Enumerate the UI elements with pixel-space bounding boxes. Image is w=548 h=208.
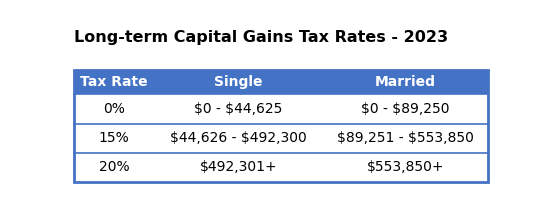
Text: \$89,251 - \$553,850: \$89,251 - \$553,850: [337, 131, 473, 145]
Text: Long-term Capital Gains Tax Rates - 2023: Long-term Capital Gains Tax Rates - 2023: [73, 30, 448, 45]
Text: \$0 - \$89,250: \$0 - \$89,250: [361, 102, 449, 116]
Text: Tax Rate: Tax Rate: [80, 75, 148, 89]
Text: 0%: 0%: [103, 102, 125, 116]
Text: \$492,301+: \$492,301+: [199, 160, 277, 174]
Text: \$44,626 - \$492,300: \$44,626 - \$492,300: [170, 131, 307, 145]
Text: Single: Single: [214, 75, 262, 89]
Text: \$0 - \$44,625: \$0 - \$44,625: [194, 102, 283, 116]
Text: \$553,850+: \$553,850+: [367, 160, 444, 174]
Text: 20%: 20%: [99, 160, 129, 174]
Text: Married: Married: [375, 75, 436, 89]
Text: 15%: 15%: [99, 131, 129, 145]
